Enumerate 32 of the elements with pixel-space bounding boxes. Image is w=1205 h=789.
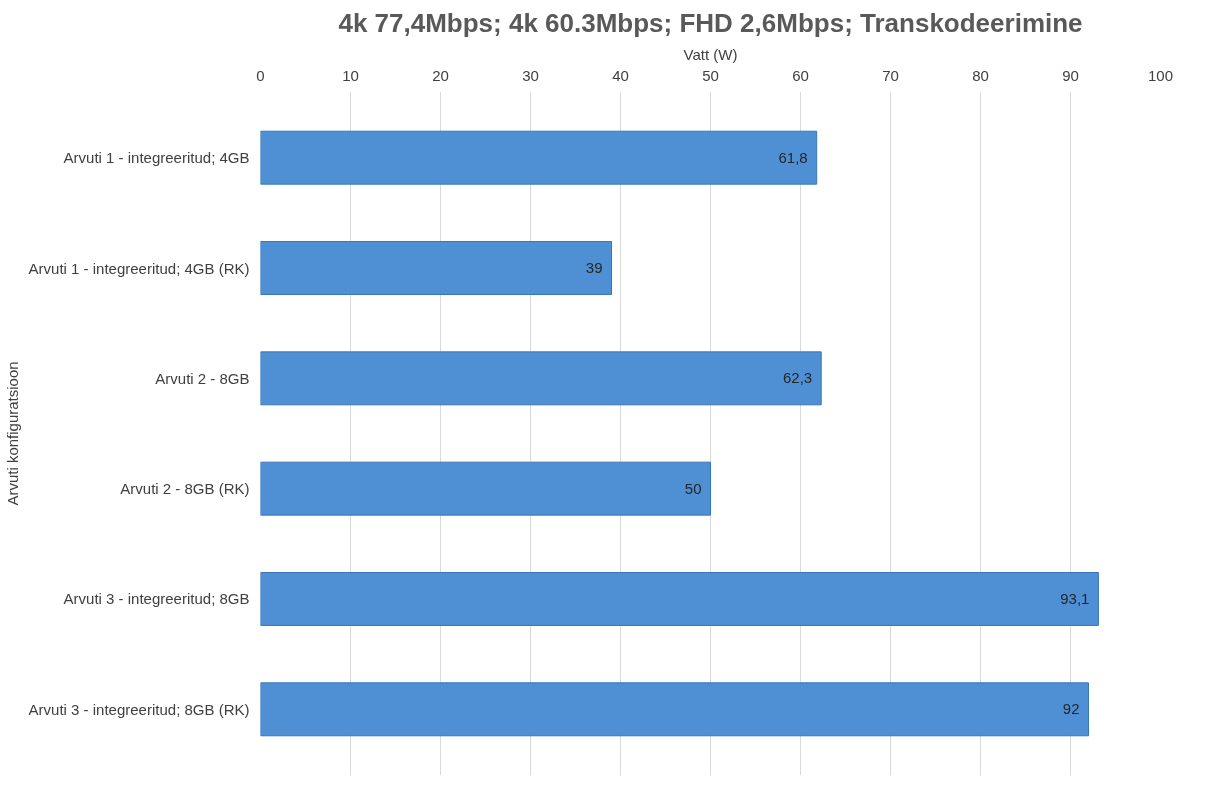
x-tick-label: 50 <box>702 66 719 84</box>
x-tick-label: 90 <box>1062 66 1079 84</box>
x-tick-label: 80 <box>972 66 989 84</box>
bar <box>260 130 818 185</box>
x-tick-label: 30 <box>522 66 539 84</box>
y-tick-label: Arvuti 1 - integreeritud; 4GB (RK) <box>28 259 250 277</box>
x-tick-label: 100 <box>1147 66 1174 84</box>
x-tick-label: 0 <box>256 66 265 84</box>
bar <box>260 241 612 295</box>
data-label: 93,1 <box>1060 589 1090 607</box>
data-label: 50 <box>684 479 702 497</box>
data-label: 62,3 <box>783 369 813 387</box>
y-tick-label: Arvuti 2 - 8GB <box>155 369 250 387</box>
y-tick-label: Arvuti 1 - integreeritud; 4GB <box>63 149 250 167</box>
x-tick-label: 10 <box>342 66 359 84</box>
x-tick-label: 70 <box>882 66 899 84</box>
x-tick-label: 60 <box>792 66 809 84</box>
y-tick-label: Arvuti 3 - integreeritud; 8GB <box>63 590 250 608</box>
y-tick-label: Arvuti 2 - 8GB (RK) <box>120 480 250 498</box>
x-axis-title: Vatt (W) <box>683 45 738 63</box>
y-axis-title: Arvuti konfiguratsioon <box>3 361 21 506</box>
data-label: 92 <box>1062 700 1080 718</box>
x-tick-label: 20 <box>432 66 449 84</box>
bar <box>260 461 711 516</box>
bar <box>260 572 1099 626</box>
bar <box>260 351 822 406</box>
data-label: 39 <box>585 259 603 277</box>
bar <box>260 682 1089 737</box>
x-tick-label: 40 <box>612 66 629 84</box>
y-tick-label: Arvuti 3 - integreeritud; 8GB (RK) <box>28 700 250 718</box>
chart-title: 4k 77,4Mbps; 4k 60.3Mbps; FHD 2,6Mbps; Transkodeerimine <box>338 7 1083 38</box>
data-label: 61,8 <box>778 148 808 166</box>
